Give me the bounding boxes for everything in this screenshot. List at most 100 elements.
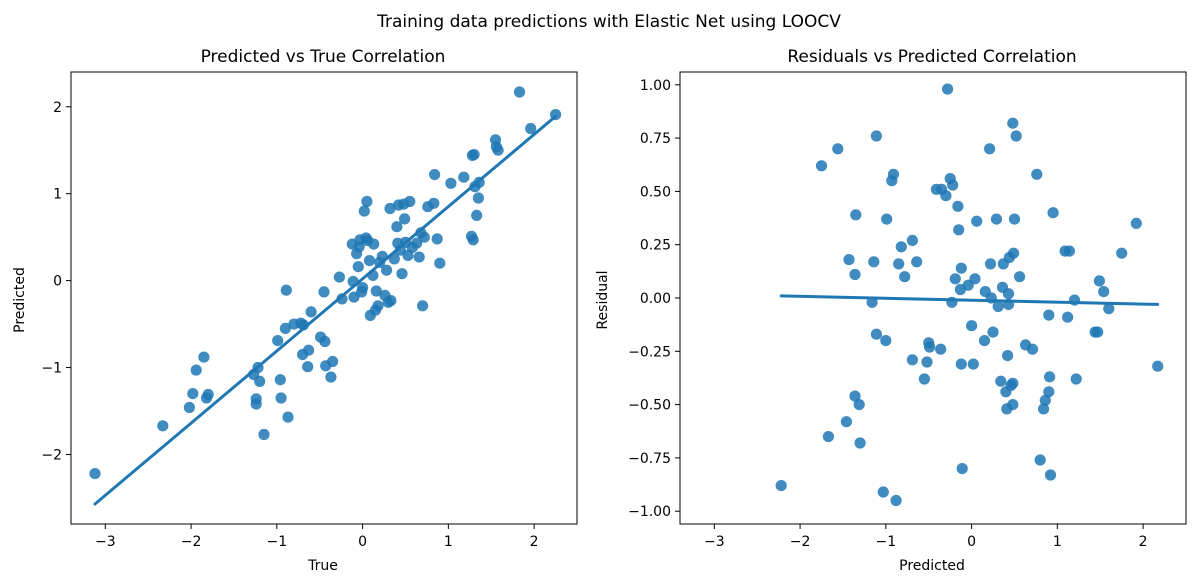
data-point [319,335,331,348]
data-point [434,257,446,269]
data-point [254,375,266,387]
x-axis-ticks: −3 −2 −1 0 1 2 [95,524,539,550]
data-point [971,215,983,227]
data-point [849,390,861,402]
scatter-points [89,86,562,480]
data-point [1044,371,1056,383]
data-point [832,143,844,155]
y-axis-label: Predicted [12,267,28,333]
data-point [404,195,416,208]
x-axis-ticks: −3 −2 −1 0 1 2 [704,524,1148,550]
data-point [992,300,1004,313]
data-point [893,258,905,270]
y-tick-label: 0.25 [640,238,671,254]
data-point [190,364,202,376]
data-point [303,344,315,356]
data-point [275,392,287,404]
data-point [1039,394,1051,406]
data-point [1002,350,1014,362]
data-point [1007,117,1019,129]
data-point [955,358,967,370]
data-point [428,197,440,209]
x-tick-label: 0 [358,534,367,550]
y-axis-ticks: −2 −1 0 1 2 [41,100,71,463]
data-point [513,86,526,98]
data-point [906,234,919,246]
y-tick-label: 0.75 [640,131,671,147]
data-point [887,168,900,180]
data-point [990,213,1003,225]
data-point [384,202,396,215]
data-point [318,286,330,298]
x-tick-label: 1 [1053,534,1062,550]
data-point [368,238,380,250]
data-point [870,130,883,142]
data-point [822,431,835,443]
y-tick-label: −2 [41,447,62,463]
data-point [843,254,855,266]
data-point [280,284,292,296]
data-point [840,416,853,428]
data-point [1103,303,1115,315]
data-point [969,273,981,285]
data-point [868,256,880,268]
data-point [1043,309,1055,321]
data-point [417,300,429,312]
data-point [1062,311,1074,323]
data-point [1092,326,1104,338]
data-point [467,234,479,246]
data-point [1093,275,1105,287]
data-point [525,122,537,135]
data-point [471,209,483,221]
data-point [363,255,376,267]
data-point [995,375,1007,387]
data-point [899,271,911,283]
data-point [361,195,373,208]
data-point [987,326,999,338]
x-tick-label: −1 [267,534,288,550]
y-tick-label: 2 [53,100,62,116]
data-point [372,300,384,312]
x-tick-label: −1 [876,534,897,550]
y-tick-label: −0.25 [628,344,671,360]
data-point [940,190,952,202]
data-point [966,320,978,332]
data-point [853,399,865,411]
y-tick-label: 0 [53,274,62,290]
regression-line [93,114,558,506]
y-axis-label: Residual [595,270,611,329]
data-point [472,192,484,204]
data-point [187,388,199,400]
data-point [183,401,195,414]
data-point [984,143,996,155]
data-point [921,356,933,368]
regression-line-group [779,294,1160,306]
figure-suptitle: Training data predictions with Elastic N… [376,12,841,32]
axes-frame [679,71,1187,525]
data-point [895,241,907,253]
data-point [1098,286,1110,298]
data-point [1026,343,1039,355]
data-point [358,205,370,217]
data-point [418,231,430,243]
data-point [1002,288,1015,300]
y-tick-label: −1.00 [628,504,671,520]
regression-line [779,294,1160,306]
data-point [89,468,101,480]
data-point [942,83,954,95]
data-point [1007,377,1019,389]
data-point [1034,454,1046,466]
data-point [1044,469,1057,481]
data-point [333,271,345,283]
plot-title: Predicted vs True Correlation [201,47,446,67]
data-point [854,437,866,449]
data-point [1070,373,1082,385]
data-point [325,371,337,383]
data-point [445,177,457,189]
data-point [775,480,787,492]
data-point [1014,271,1026,283]
data-point [198,351,210,363]
x-tick-label: −3 [704,534,725,550]
data-point [952,200,964,212]
data-point [881,213,893,225]
